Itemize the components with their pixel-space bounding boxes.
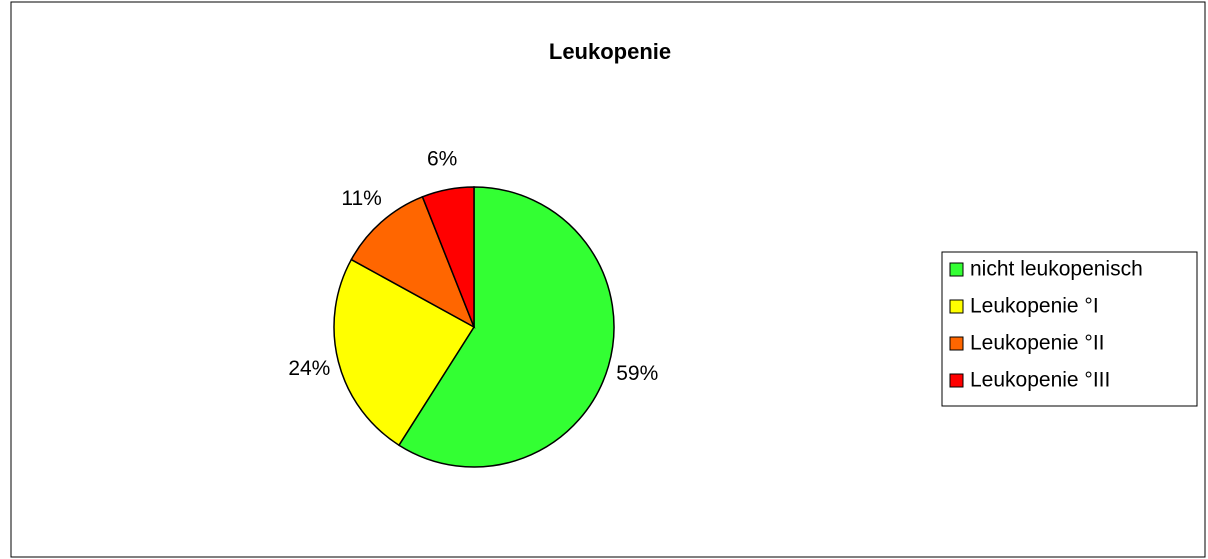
data-label: 6% [427, 148, 457, 171]
data-label: 11% [341, 187, 381, 210]
pie-slice [333, 258, 476, 447]
legend-label: Leukopenie °I [970, 295, 1099, 318]
legend-label: Leukopenie °III [970, 369, 1110, 392]
pie-slice [421, 186, 475, 328]
legend-swatch [949, 373, 964, 388]
legend-box [941, 251, 1198, 407]
legend-label: Leukopenie °II [970, 332, 1105, 355]
data-label: 59% [616, 362, 658, 385]
pie-slice [350, 195, 476, 329]
legend-swatch [949, 299, 964, 314]
legend-swatch [949, 262, 964, 277]
data-label: 24% [288, 357, 330, 380]
chart-title: Leukopenie [549, 39, 671, 64]
pie-slice [397, 186, 615, 468]
legend-swatch [949, 336, 964, 351]
legend-label: nicht leukopenisch [970, 258, 1143, 281]
